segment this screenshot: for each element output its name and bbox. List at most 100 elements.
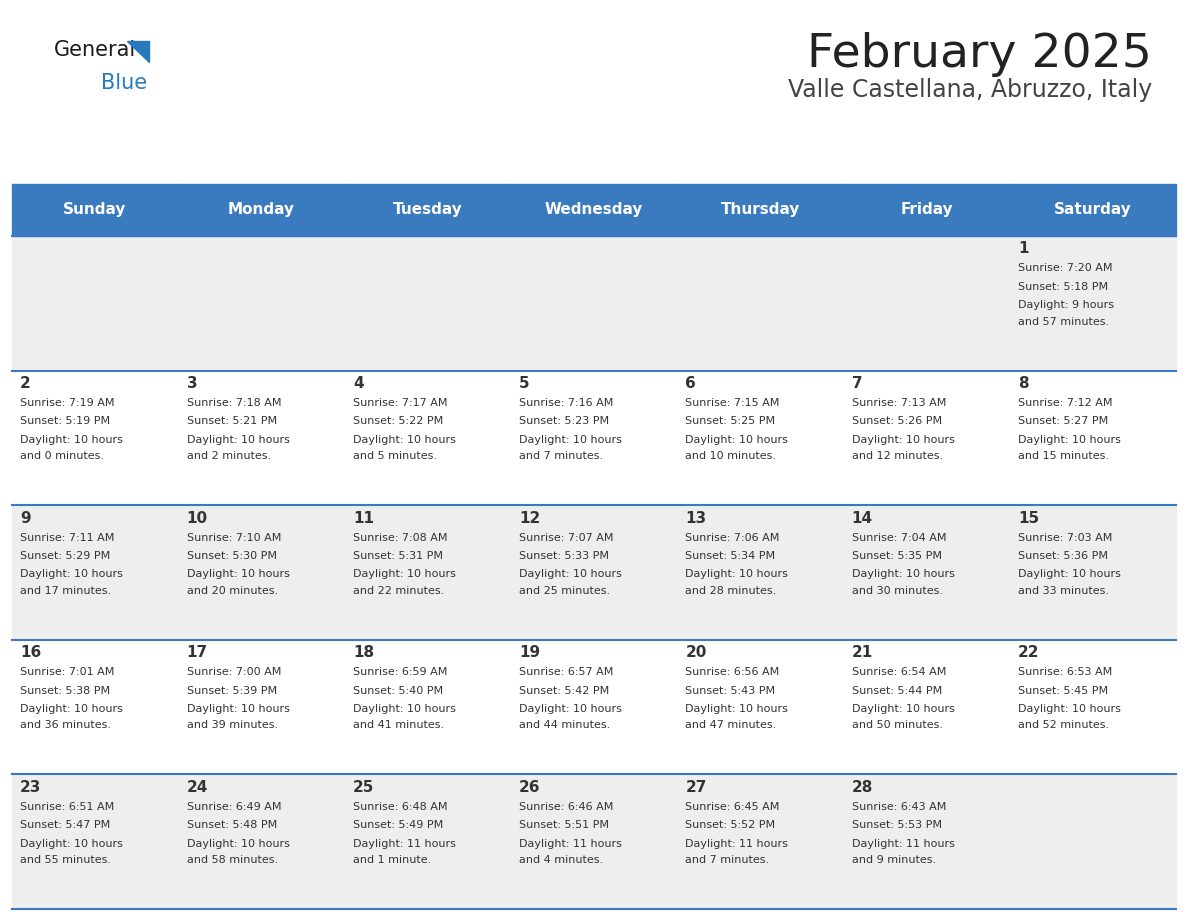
Text: and 15 minutes.: and 15 minutes. [1018,452,1110,461]
Text: and 7 minutes.: and 7 minutes. [519,452,604,461]
Text: Sunrise: 7:13 AM: Sunrise: 7:13 AM [852,398,946,408]
Text: and 0 minutes.: and 0 minutes. [20,452,105,461]
Text: and 1 minute.: and 1 minute. [353,855,431,865]
Bar [1010,184,1176,236]
Text: Sunset: 5:44 PM: Sunset: 5:44 PM [852,686,942,696]
Text: Sunrise: 7:06 AM: Sunrise: 7:06 AM [685,532,779,543]
Text: Daylight: 10 hours: Daylight: 10 hours [1018,569,1121,579]
Text: Daylight: 10 hours: Daylight: 10 hours [1018,704,1121,714]
Text: Daylight: 10 hours: Daylight: 10 hours [20,435,124,444]
Text: Sunset: 5:51 PM: Sunset: 5:51 PM [519,820,609,830]
Text: Sunset: 5:48 PM: Sunset: 5:48 PM [187,820,277,830]
Text: Sunset: 5:53 PM: Sunset: 5:53 PM [852,820,942,830]
Text: Sunset: 5:47 PM: Sunset: 5:47 PM [20,820,110,830]
Text: Sunrise: 7:18 AM: Sunrise: 7:18 AM [187,398,282,408]
Text: 2: 2 [20,376,31,391]
Text: Sunrise: 6:48 AM: Sunrise: 6:48 AM [353,801,448,812]
Text: 21: 21 [852,645,873,660]
Text: 20: 20 [685,645,707,660]
Text: and 52 minutes.: and 52 minutes. [1018,721,1110,731]
Text: Sunrise: 6:57 AM: Sunrise: 6:57 AM [519,667,613,677]
Text: 10: 10 [187,510,208,526]
Text: Sunset: 5:25 PM: Sunset: 5:25 PM [685,417,776,426]
Text: Sunrise: 7:10 AM: Sunrise: 7:10 AM [187,532,280,543]
Text: Daylight: 10 hours: Daylight: 10 hours [685,435,789,444]
Text: Friday: Friday [901,202,953,218]
Text: Sunrise: 7:12 AM: Sunrise: 7:12 AM [1018,398,1113,408]
Bar [12,236,1176,371]
Text: Sunrise: 6:43 AM: Sunrise: 6:43 AM [852,801,946,812]
Text: and 57 minutes.: and 57 minutes. [1018,317,1110,327]
Bar [178,184,345,236]
Text: General: General [53,40,135,61]
Polygon shape [127,41,148,62]
Text: Sunset: 5:49 PM: Sunset: 5:49 PM [353,820,443,830]
Text: and 44 minutes.: and 44 minutes. [519,721,611,731]
Text: Sunset: 5:21 PM: Sunset: 5:21 PM [187,417,277,426]
Text: 17: 17 [187,645,208,660]
Text: Sunrise: 6:59 AM: Sunrise: 6:59 AM [353,667,447,677]
Text: Sunrise: 6:45 AM: Sunrise: 6:45 AM [685,801,779,812]
Text: Daylight: 10 hours: Daylight: 10 hours [852,704,955,714]
Text: and 33 minutes.: and 33 minutes. [1018,586,1110,596]
Text: Sunset: 5:31 PM: Sunset: 5:31 PM [353,551,443,561]
Text: and 2 minutes.: and 2 minutes. [187,452,271,461]
Text: Sunrise: 7:00 AM: Sunrise: 7:00 AM [187,667,280,677]
Text: and 4 minutes.: and 4 minutes. [519,855,604,865]
Text: Sunrise: 7:01 AM: Sunrise: 7:01 AM [20,667,114,677]
Bar [345,184,511,236]
Text: 3: 3 [187,376,197,391]
Text: Daylight: 10 hours: Daylight: 10 hours [187,838,290,848]
Text: Sunrise: 7:17 AM: Sunrise: 7:17 AM [353,398,448,408]
Text: 12: 12 [519,510,541,526]
Text: Daylight: 10 hours: Daylight: 10 hours [20,704,124,714]
Text: Daylight: 10 hours: Daylight: 10 hours [353,704,456,714]
Text: Sunset: 5:36 PM: Sunset: 5:36 PM [1018,551,1108,561]
Text: Daylight: 11 hours: Daylight: 11 hours [685,838,789,848]
Text: Sunset: 5:30 PM: Sunset: 5:30 PM [187,551,277,561]
Text: 13: 13 [685,510,707,526]
Text: Tuesday: Tuesday [393,202,462,218]
Text: and 47 minutes.: and 47 minutes. [685,721,777,731]
Text: 8: 8 [1018,376,1029,391]
Text: Saturday: Saturday [1054,202,1132,218]
Text: Daylight: 11 hours: Daylight: 11 hours [852,838,955,848]
Text: Sunset: 5:26 PM: Sunset: 5:26 PM [852,417,942,426]
Text: 6: 6 [685,376,696,391]
Text: Daylight: 9 hours: Daylight: 9 hours [1018,300,1114,310]
Text: Daylight: 10 hours: Daylight: 10 hours [519,704,623,714]
Text: Sunset: 5:39 PM: Sunset: 5:39 PM [187,686,277,696]
Text: Daylight: 10 hours: Daylight: 10 hours [353,569,456,579]
Text: and 58 minutes.: and 58 minutes. [187,855,278,865]
Bar [12,371,1176,505]
Text: Sunset: 5:52 PM: Sunset: 5:52 PM [685,820,776,830]
Text: 24: 24 [187,779,208,795]
Text: 15: 15 [1018,510,1040,526]
Text: and 5 minutes.: and 5 minutes. [353,452,437,461]
Text: Sunday: Sunday [63,202,127,218]
Bar [12,774,1176,909]
Text: and 28 minutes.: and 28 minutes. [685,586,777,596]
Text: 22: 22 [1018,645,1040,660]
Text: and 41 minutes.: and 41 minutes. [353,721,444,731]
Text: Monday: Monday [228,202,295,218]
Text: 1: 1 [1018,241,1029,256]
Text: Sunrise: 6:46 AM: Sunrise: 6:46 AM [519,801,613,812]
Text: 5: 5 [519,376,530,391]
Text: Sunrise: 7:19 AM: Sunrise: 7:19 AM [20,398,115,408]
Bar [843,184,1010,236]
Text: and 12 minutes.: and 12 minutes. [852,452,943,461]
Text: Sunset: 5:38 PM: Sunset: 5:38 PM [20,686,110,696]
Text: Daylight: 10 hours: Daylight: 10 hours [187,704,290,714]
Text: Daylight: 10 hours: Daylight: 10 hours [685,704,789,714]
Text: Sunset: 5:43 PM: Sunset: 5:43 PM [685,686,776,696]
Text: 4: 4 [353,376,364,391]
Text: Sunset: 5:40 PM: Sunset: 5:40 PM [353,686,443,696]
Text: and 9 minutes.: and 9 minutes. [852,855,936,865]
Text: and 17 minutes.: and 17 minutes. [20,586,112,596]
Text: Daylight: 10 hours: Daylight: 10 hours [852,435,955,444]
Text: Daylight: 10 hours: Daylight: 10 hours [187,569,290,579]
Text: 19: 19 [519,645,541,660]
Text: Sunrise: 7:03 AM: Sunrise: 7:03 AM [1018,532,1112,543]
Text: and 50 minutes.: and 50 minutes. [852,721,943,731]
